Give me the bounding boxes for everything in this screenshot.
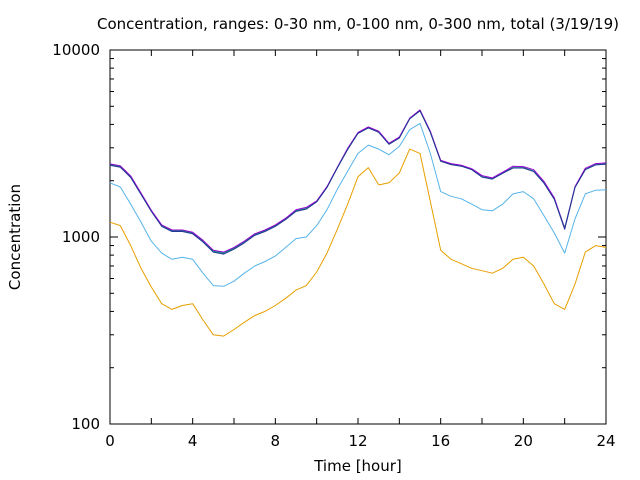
x-tick-label: 0 bbox=[105, 432, 115, 450]
y-tick-label: 10000 bbox=[52, 41, 100, 59]
x-tick-label: 4 bbox=[188, 432, 198, 450]
series-layer bbox=[109, 109, 607, 337]
y-tick-label: 1000 bbox=[62, 228, 100, 246]
plot-frame bbox=[109, 49, 607, 425]
x-axis-label: Time [hour] bbox=[313, 457, 402, 475]
series-line-4 bbox=[109, 109, 607, 253]
y-axis-label: Concentration bbox=[6, 184, 24, 290]
axis-ticks bbox=[109, 49, 607, 425]
x-tick-label: 20 bbox=[514, 432, 533, 450]
tick-labels: 0 4 8 12 16 20 24 100 1000 10000 bbox=[52, 41, 615, 450]
series-line-1 bbox=[109, 148, 607, 337]
chart-title: Concentration, ranges: 0-30 nm, 0-100 nm… bbox=[97, 15, 619, 33]
x-tick-label: 8 bbox=[271, 432, 281, 450]
x-tick-label: 12 bbox=[348, 432, 367, 450]
series-line-5 bbox=[109, 110, 607, 255]
y-tick-label: 100 bbox=[71, 415, 100, 433]
x-tick-label: 24 bbox=[596, 432, 615, 450]
x-tick-label: 16 bbox=[431, 432, 450, 450]
series-line-2 bbox=[109, 122, 607, 287]
